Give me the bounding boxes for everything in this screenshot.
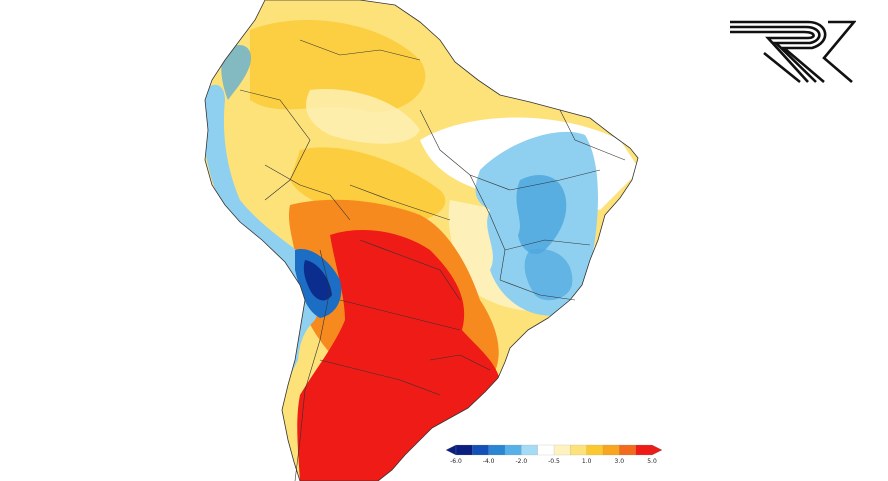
border-peru-bolivia	[264, 164, 351, 221]
colorbar-bin	[635, 444, 653, 456]
logo-stripe-4	[763, 51, 801, 84]
logo-stripe-5	[822, 20, 856, 83]
colorbar-tick-label: -0.5	[548, 458, 560, 465]
colorbar-bin	[521, 444, 538, 456]
border-brazil-states-2	[469, 174, 506, 281]
border-argentina-north	[339, 299, 461, 331]
stylized-r-logo-icon	[730, 20, 856, 84]
colorbar-tick-label: -2.0	[515, 458, 527, 465]
logo-stripe-2	[730, 25, 821, 83]
colorbar-bin	[504, 444, 522, 456]
border-argentina-provinces	[319, 359, 441, 396]
colorbar-bin	[553, 444, 571, 456]
mid-blue-patch-south	[524, 249, 573, 301]
logo-stripe-3	[730, 30, 815, 83]
border-brazil-states-5	[499, 279, 576, 301]
colorbar-bin	[602, 444, 620, 456]
colorbar-bin	[537, 444, 555, 456]
border-northeast-states	[559, 109, 626, 161]
logo-stripe-1	[730, 20, 827, 83]
pale-region-north	[306, 89, 420, 144]
colorbar-bin	[619, 444, 636, 456]
colorbar-ticks: -6.0 -4.0 -2.0 -0.5 1.0 3.0 5.0	[450, 458, 657, 465]
colorbar-arrow-left	[445, 444, 457, 456]
anomaly-fields	[205, 20, 638, 481]
colorbar-arrow-right	[651, 444, 663, 456]
colorbar-bin	[472, 444, 489, 456]
logo-stripes	[730, 20, 856, 84]
borders	[239, 39, 626, 481]
border-uruguay	[429, 354, 491, 371]
colorbar-tick-label: -6.0	[450, 458, 462, 465]
colorbar-bin	[488, 444, 506, 456]
colorbar-bin	[570, 444, 587, 456]
mid-blue-region-east-brazil	[516, 175, 567, 255]
gold-region-amazon	[250, 20, 426, 112]
colorbar-tick-label: 1.0	[582, 458, 592, 465]
colorbar-bin	[455, 444, 473, 456]
border-brazil-states-4	[504, 239, 591, 251]
colorbar-bin	[586, 444, 604, 456]
border-bolivia-brazil	[349, 184, 451, 221]
colorbar: -6.0 -4.0 -2.0 -0.5 1.0 3.0 5.0	[445, 444, 663, 465]
colorbar-tick-label: 5.0	[647, 458, 657, 465]
colorbar-tick-label: 3.0	[615, 458, 625, 465]
border-amazon-west	[239, 89, 311, 201]
darkest-blue-patch	[303, 260, 332, 301]
border-brazil-states-1	[419, 109, 511, 191]
border-paraguay	[359, 239, 461, 301]
border-brazil-states-3	[509, 169, 601, 191]
border-argentina-chile	[294, 249, 331, 481]
colorbar-bins	[445, 444, 663, 456]
border-venezuela-brazil	[299, 39, 421, 61]
blue-region-north-andes	[221, 45, 251, 100]
colorbar-tick-label: -4.0	[483, 458, 495, 465]
